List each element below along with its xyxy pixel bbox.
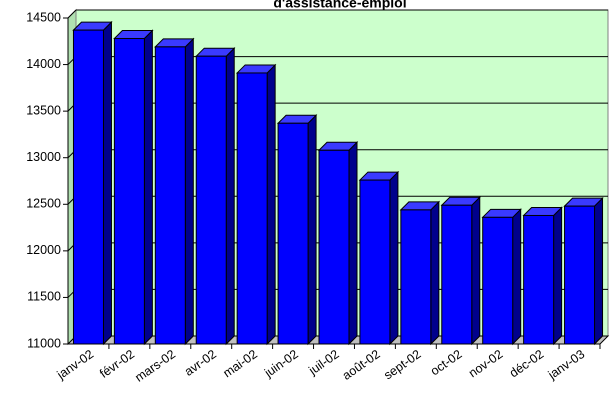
bar <box>317 141 359 346</box>
bar-side <box>143 29 153 346</box>
bar <box>563 196 604 346</box>
bar <box>440 196 481 346</box>
x-tick-label: nov-02 <box>466 347 505 380</box>
bar-front <box>72 29 104 345</box>
bar-front <box>113 37 145 345</box>
bar <box>235 63 277 346</box>
bar-side <box>225 46 235 346</box>
y-tick-label: 13500 <box>26 103 61 117</box>
bar-side <box>102 20 112 346</box>
bar <box>72 20 113 346</box>
bar <box>399 200 441 346</box>
bar-side <box>430 200 440 346</box>
bar-front <box>195 55 227 345</box>
bar-side <box>553 206 563 346</box>
bar-side <box>266 63 276 346</box>
y-tick-label: 12500 <box>26 197 61 211</box>
x-tick-label: sept-02 <box>381 347 423 382</box>
bar-front <box>564 205 596 345</box>
y-axis-ticks: 11000 11500 12000 12500 13000 13500 14000 14500 <box>26 10 68 350</box>
bar-side <box>512 208 522 346</box>
x-tick-label: juin-02 <box>261 347 301 381</box>
bar-front <box>441 204 473 345</box>
x-tick-label: août-02 <box>340 347 383 383</box>
bar-side <box>471 196 481 346</box>
gridline-side <box>67 9 77 19</box>
bar-side <box>307 114 317 346</box>
y-tick-label: 12000 <box>26 243 61 257</box>
x-tick-label: janv-02 <box>54 347 96 383</box>
x-tick-label: mars-02 <box>132 347 178 385</box>
bar <box>522 206 563 346</box>
x-tick-label: juil-02 <box>306 347 342 378</box>
bar-front <box>236 72 268 345</box>
bar-series <box>72 20 604 346</box>
x-tick-label: oct-02 <box>428 347 465 378</box>
bar-front <box>400 209 432 345</box>
x-tick-label: avr-02 <box>182 347 219 379</box>
x-tick-label: déc-02 <box>507 347 546 380</box>
bar-front <box>277 122 309 345</box>
bar <box>276 114 318 346</box>
bar <box>113 29 154 346</box>
bar-front <box>318 149 350 345</box>
y-tick-label: 13000 <box>26 150 61 164</box>
y-tick-label: 11000 <box>27 336 61 350</box>
bar-side <box>594 196 604 346</box>
bar-front <box>154 46 186 345</box>
x-tick-label: janv-03 <box>545 347 587 383</box>
chart-title: d'assistance-emploi <box>273 0 406 11</box>
x-tick-label: févr-02 <box>97 347 137 381</box>
x-tick-label: mai-02 <box>221 347 260 380</box>
bar <box>195 46 236 346</box>
y-tick-label: 11500 <box>27 290 61 304</box>
bar <box>481 208 522 346</box>
bar-front <box>482 216 514 345</box>
bar-side <box>184 37 194 346</box>
y-tick-label: 14000 <box>26 57 61 71</box>
bar-side <box>389 170 399 346</box>
bar-side <box>348 141 358 346</box>
y-tick-label: 14500 <box>26 10 61 24</box>
bar <box>154 37 195 346</box>
bar <box>358 170 400 346</box>
bar-front <box>359 179 391 345</box>
bar-front <box>523 214 555 345</box>
